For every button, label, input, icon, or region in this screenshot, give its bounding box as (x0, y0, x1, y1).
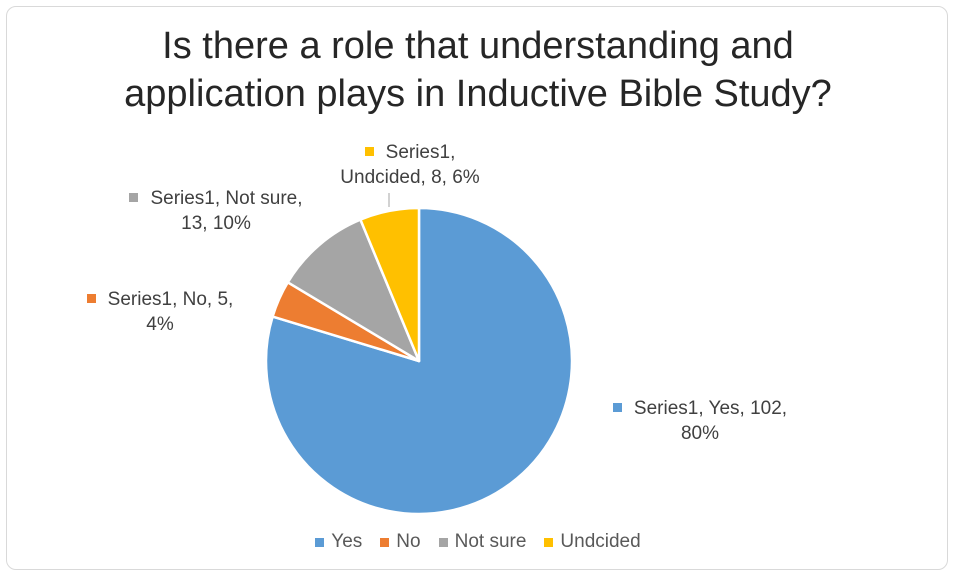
legend-label-not-sure: Not sure (454, 531, 527, 552)
data-label-yes: Series1, Yes, 102, 80% (590, 396, 810, 446)
data-label-yes-line-1: Series1, Yes, 102, (633, 398, 788, 419)
data-label-swatch-undecided (364, 147, 374, 156)
data-label-undecided-line-1: Series1, (385, 142, 456, 163)
data-label-swatch-yes (612, 403, 622, 412)
legend-item-yes: Yes (315, 530, 362, 554)
chart-title: Is there a role that understanding and a… (0, 22, 956, 118)
data-label-no: Series1, No, 5, 4% (60, 287, 260, 337)
data-label-undecided: Series1, Undcided, 8, 6% (300, 140, 520, 190)
legend-swatch-not-sure (438, 537, 448, 547)
legend-swatch-no (380, 537, 390, 547)
data-label-yes-line-2: 80% (680, 423, 720, 444)
legend-label-no: No (396, 531, 421, 552)
legend-label-undecided: Undcided (560, 531, 641, 552)
legend-swatch-yes (315, 537, 325, 547)
chart-title-line-1: Is there a role that understanding and (162, 25, 794, 67)
data-label-not-sure-line-2: 13, 10% (181, 213, 251, 234)
data-label-undecided-line-2: Undcided, 8, 6% (340, 167, 480, 188)
legend-label-yes: Yes (331, 531, 363, 552)
legend: Yes No Not sure Undcided (0, 530, 956, 554)
pie-slice-undecided (359, 206, 421, 363)
data-label-no-line-1: Series1, No, 5, (107, 289, 234, 310)
data-label-not-sure-line-1: Series1, Not sure, (150, 188, 303, 209)
data-label-swatch-not-sure (129, 193, 139, 202)
legend-item-no: No (380, 530, 421, 554)
data-label-not-sure: Series1, Not sure, 13, 10% (106, 186, 326, 236)
pie-slice-not-sure (286, 218, 421, 363)
legend-item-undecided: Undcided (544, 530, 641, 554)
legend-swatch-undecided (544, 537, 554, 547)
chart-title-line-2: application plays in Inductive Bible Stu… (124, 73, 832, 115)
data-label-no-line-2: 4% (146, 314, 174, 335)
data-label-swatch-no (86, 294, 96, 303)
legend-item-not-sure: Not sure (438, 530, 527, 554)
